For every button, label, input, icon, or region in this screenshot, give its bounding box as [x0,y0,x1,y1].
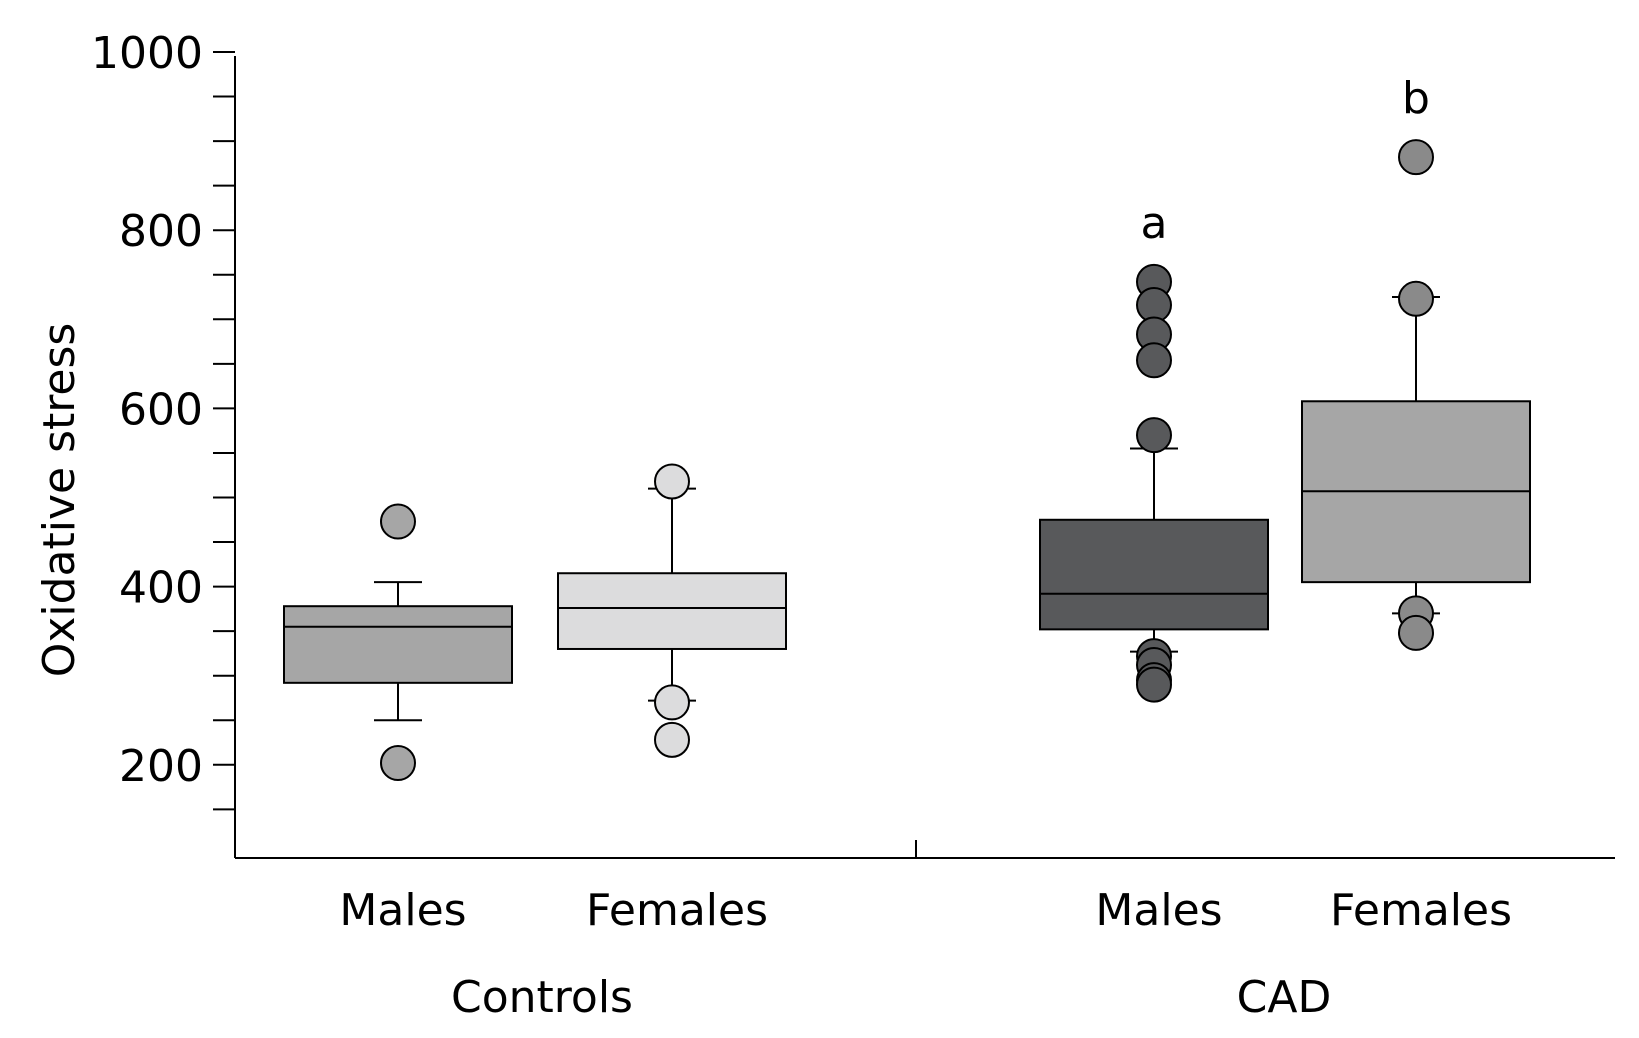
box-controls-males [283,503,513,782]
outlier-point [654,721,690,758]
x-category-label: Females [586,885,768,936]
y-tick-label: 400 [119,563,203,614]
outlier-point [1398,139,1434,176]
outlier-point [1136,417,1172,454]
x-category-label: Males [1095,885,1222,936]
outlier-point [1398,280,1434,317]
box-iqr [1039,518,1269,631]
y-tick-label: 800 [119,206,203,257]
y-tick-label: 1000 [91,28,203,79]
x-category-label: Females [1330,885,1512,936]
box-iqr [283,605,513,684]
box-cad-males: a [1039,198,1269,703]
significance-label: a [1141,198,1168,249]
box-controls-females [557,463,787,758]
box-cad-females: b [1301,73,1531,651]
outlier-point [380,503,416,540]
labels: Males Females Males Females Controls CAD [339,885,1512,1023]
outlier-point [654,684,690,721]
y-axis-title: Oxidative stress [34,323,85,678]
x-group-label: Controls [451,972,633,1023]
outlier-point [1136,666,1172,703]
axes: 200 400 600 800 1000 [91,28,1615,859]
boxes: ab [283,73,1531,782]
outlier-point [654,463,690,500]
significance-label: b [1402,73,1430,124]
y-tick-label: 600 [119,384,203,435]
outlier-point [1136,342,1172,379]
x-category-label: Males [339,885,466,936]
box-iqr [557,572,787,650]
x-group-label: CAD [1237,972,1332,1023]
outlier-point [1398,614,1434,651]
outlier-point [380,745,416,782]
y-tick-label: 200 [119,741,203,792]
